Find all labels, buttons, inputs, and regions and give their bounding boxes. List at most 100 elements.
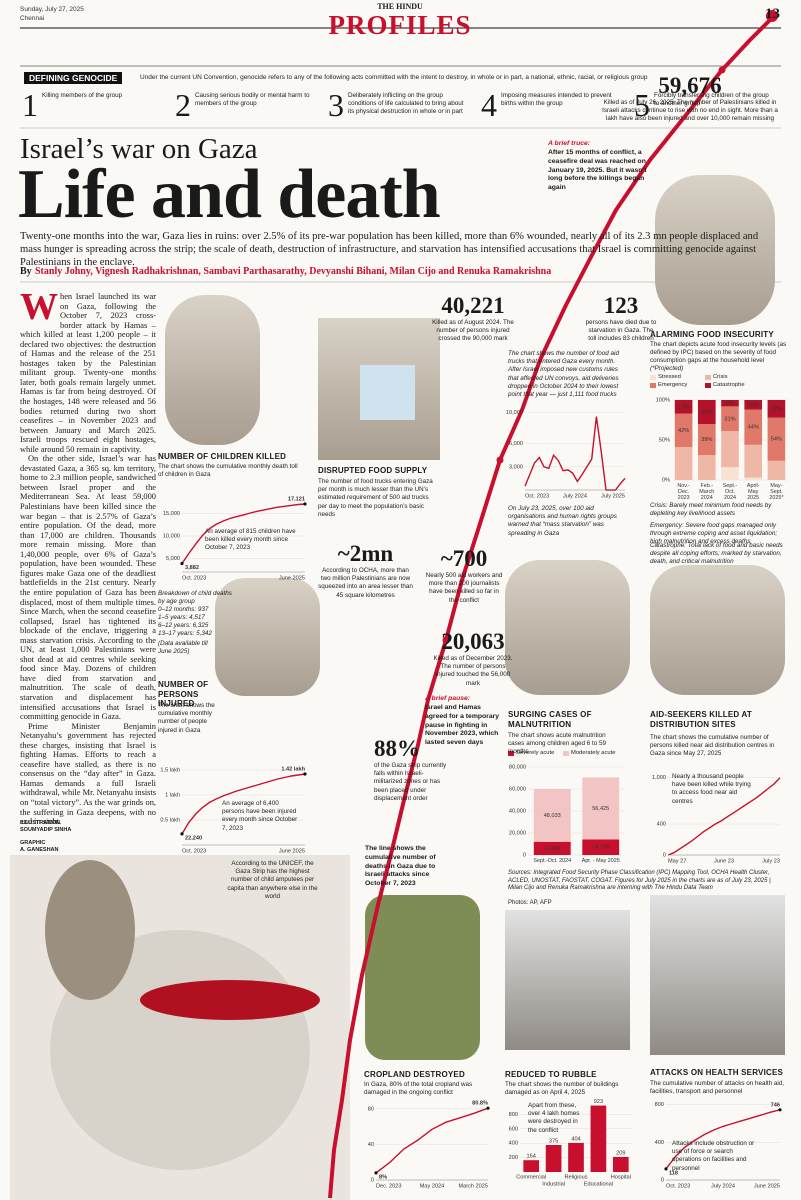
x-tick-label: Oct. 2023	[525, 493, 549, 499]
photo	[215, 578, 320, 696]
x-tick-label: July 23	[762, 858, 780, 864]
legend-swatch	[705, 383, 711, 388]
x-tick-label: Oct. 2023	[182, 848, 206, 854]
legend-swatch	[650, 375, 656, 380]
genocide-intro: Under the current UN Convention, genocid…	[140, 74, 648, 81]
point	[180, 561, 184, 566]
y-tick-label: 15,000	[163, 511, 180, 517]
y-tick-label: 5,000	[166, 556, 180, 562]
value-label: 39%	[701, 437, 712, 443]
stat-value: 20,063	[441, 629, 505, 654]
y-tick-label: 6,000	[509, 441, 523, 447]
y-tick-label: 800	[655, 1102, 664, 1108]
point	[778, 1108, 782, 1112]
bar	[612, 1156, 629, 1172]
footnote: (Data available till June 2025)	[158, 640, 208, 656]
value-label: 746	[771, 1102, 780, 1108]
chart-title: AID-SEEKERS KILLED AT DISTRIBUTION SITES	[650, 710, 752, 729]
bar	[545, 1145, 562, 1172]
act-text: Forcibly transferring children of the gr…	[654, 92, 769, 107]
bar-segment	[744, 400, 763, 410]
value-label: 42%	[678, 428, 689, 434]
illustration-blood	[140, 980, 320, 1020]
act-text: Imposing measures intended to prevent bi…	[501, 92, 612, 107]
value-label: 209	[616, 1150, 625, 1156]
legend-swatch	[705, 375, 711, 380]
paragraph: Prime Minister Benjamin Netanyahu’s gove…	[20, 721, 156, 824]
credit-name: A. GANESHAN	[20, 847, 59, 853]
legend-swatch	[508, 751, 514, 756]
value-label: 22%	[771, 406, 782, 412]
y-tick-label: 80	[368, 1106, 374, 1112]
bar-segment	[721, 406, 739, 432]
bar-segment	[674, 447, 693, 480]
line	[667, 777, 781, 856]
value-label: 22,240	[185, 835, 202, 841]
value-label: 3,882	[185, 565, 199, 571]
chart-title: ATTACKS ON HEALTH SERVICES	[650, 1068, 784, 1077]
x-tick-label: Religious	[564, 1174, 587, 1180]
line	[181, 503, 306, 564]
y-tick-label: 80,000	[509, 764, 526, 770]
x-tick-label: June 2025	[279, 848, 305, 854]
y-tick-label: 400	[655, 1140, 664, 1146]
chart-desc: The chart shows the cumulative number of…	[650, 734, 775, 758]
legend-label: Emergency	[658, 382, 688, 388]
value-label: 44%	[748, 425, 759, 431]
bar-segment	[767, 460, 786, 480]
x-tick-label: Educational	[584, 1181, 613, 1187]
act-number: 4	[481, 87, 497, 123]
bar-segment	[721, 467, 739, 480]
chart-note: An average of 815 children have been kil…	[205, 528, 296, 552]
x-tick-label: Feb.- March 2024	[699, 483, 715, 502]
chart-desc: The chart shows the number of food aid t…	[508, 350, 619, 398]
y-tick-label: 20,000	[509, 830, 526, 836]
x-tick-label: May 27	[668, 858, 686, 864]
brief-head: A brief truce:	[548, 140, 591, 147]
photo	[360, 365, 415, 420]
chart-desc: In Gaza, 80% of the total cropland was d…	[364, 1081, 473, 1097]
x-tick-label: Nov.- Dec. 2023	[677, 483, 690, 502]
photo	[505, 560, 630, 695]
note: The number of food trucks entering Gaza …	[318, 478, 433, 518]
stat-text: According to OCHA, more than two million…	[318, 567, 413, 599]
value-label: 17%	[678, 404, 689, 410]
bar	[523, 1160, 540, 1172]
chart-desc: The chart shows the number of buildings …	[505, 1081, 619, 1097]
bar-segment	[582, 839, 620, 855]
chart-title: NUMBER OF PERSONS INJURED	[158, 680, 209, 709]
y-tick-label: 400	[509, 1141, 518, 1147]
chart-title: ALARMING FOOD INSECURITY	[650, 330, 774, 339]
y-tick-label: 0.5 lakh	[160, 817, 180, 823]
chart-note: Apart from these, over 4 lakh homes were…	[528, 1102, 580, 1134]
timeline-point	[442, 636, 450, 644]
sources: Sources: Integrated Food Security Phase …	[508, 870, 771, 891]
y-tick-label: 0	[523, 852, 526, 858]
y-tick-label: 60,000	[509, 786, 526, 792]
bar-segment	[697, 424, 716, 456]
death-toll-line	[328, 16, 774, 1199]
intro: Twenty-one months into the war, Gaza lie…	[20, 231, 759, 269]
brief-head: A brief pause:	[425, 695, 471, 702]
headline: Life and death	[18, 156, 441, 233]
chart-title: SURGING CASES OF MALNUTRITION	[508, 710, 592, 729]
chart-note: Crisis: Barely meet minimum food needs b…	[650, 502, 772, 518]
value-label: 923	[594, 1099, 603, 1105]
point	[374, 1171, 378, 1175]
photo	[505, 910, 630, 1050]
bar-segment	[744, 477, 763, 480]
paragraph: On the other side, Israel’s war has deva…	[20, 454, 156, 722]
genocide-label: DEFINING GENOCIDE	[24, 72, 123, 85]
stat-value: 88%	[374, 736, 420, 761]
value-label: 80.8%	[472, 1101, 488, 1107]
stat-text: Killed as of July 26, 2025. The number o…	[602, 99, 778, 123]
bar-segment	[767, 400, 786, 418]
act-text: Deliberately inflicting on the group con…	[348, 92, 464, 115]
legend-label: Severely acute	[516, 750, 555, 756]
stat-value: 123	[603, 293, 639, 318]
value-label: 48,033	[544, 813, 561, 819]
y-tick-label: 200	[509, 1155, 518, 1161]
value-label: 12%	[748, 402, 759, 408]
y-tick-label: 1 lakh	[165, 792, 180, 798]
point	[180, 832, 184, 836]
